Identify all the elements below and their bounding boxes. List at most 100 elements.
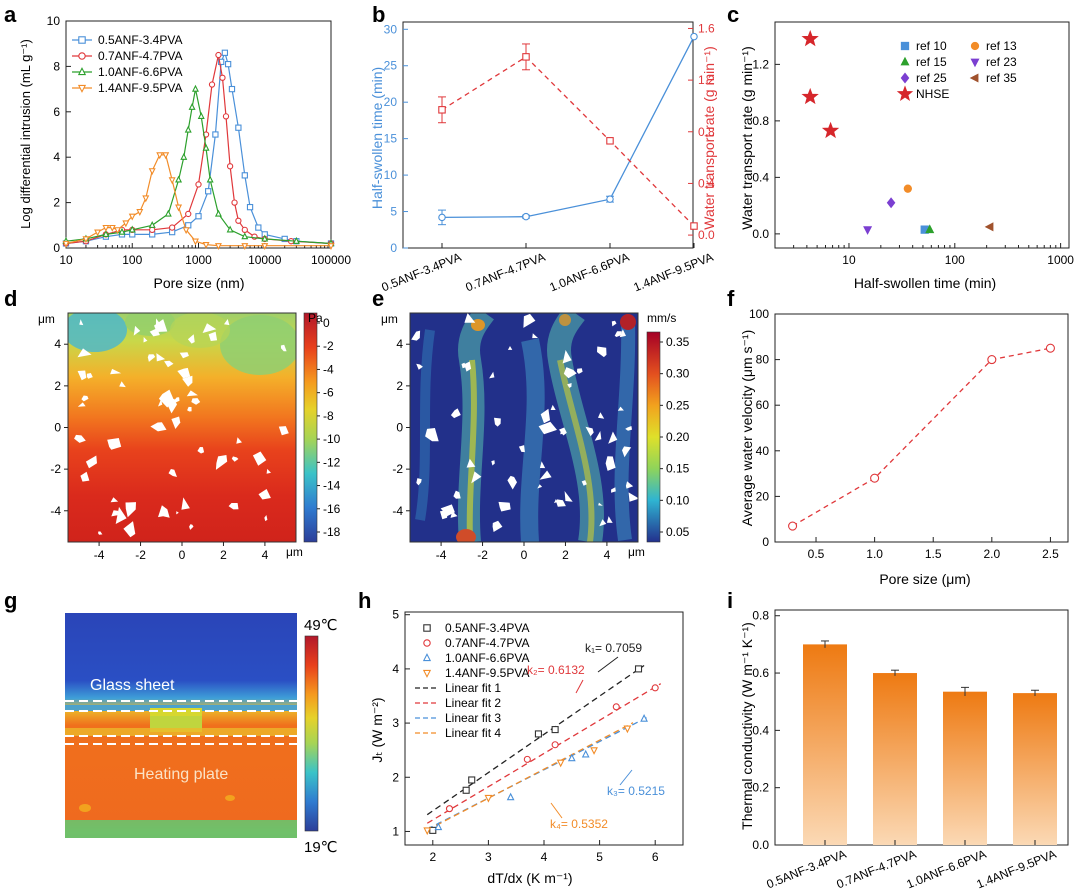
panel-d-pore bbox=[115, 506, 127, 524]
panel-d-pore bbox=[147, 354, 156, 362]
panel-e-colorbar bbox=[646, 331, 661, 543]
panel-a-point bbox=[188, 102, 196, 110]
panel-b-point bbox=[690, 222, 698, 230]
panel-e-pore bbox=[537, 484, 543, 489]
panel-h-arrow-k3 bbox=[619, 769, 633, 786]
panel-h-legend-marker bbox=[422, 669, 432, 678]
panel-a-point bbox=[215, 51, 222, 59]
panel-d-unit: Pa bbox=[308, 311, 323, 325]
panel-g-cbar-max: 49℃ bbox=[304, 617, 338, 634]
panel-d-pore bbox=[252, 451, 267, 466]
panel-h-annotation-k1: k₁= 0.7059 bbox=[585, 641, 642, 655]
panel-e-xtick-label: 2 bbox=[562, 548, 569, 562]
panel-a-point bbox=[62, 240, 70, 248]
panel-h-xlabel: dT/dx (K m⁻¹) bbox=[487, 870, 572, 886]
panel-d-pore bbox=[77, 402, 86, 407]
panel-h-xtick-label: 6 bbox=[652, 850, 659, 864]
panel-h-legend-marker bbox=[423, 624, 431, 632]
panel-h-point bbox=[551, 726, 559, 734]
panel-f-ytick-label: 40 bbox=[756, 444, 770, 458]
panel-d-pore bbox=[74, 434, 86, 443]
panel-a-point bbox=[202, 241, 210, 249]
panel-e-ytick-label: 0 bbox=[396, 421, 403, 435]
panel-b-ytick2-label: 1.2 bbox=[698, 73, 715, 87]
panel-e-pore bbox=[464, 361, 472, 372]
panel-e-ytick-label: 4 bbox=[396, 337, 403, 351]
panel-b-ytick2-label: 0.0 bbox=[698, 228, 715, 242]
panel-a-ytick-label: 6 bbox=[53, 105, 60, 119]
panel-h-ytick-label: 3 bbox=[392, 716, 399, 730]
panel-d-pore bbox=[156, 353, 166, 362]
panel-f-xtick-label: 1.0 bbox=[866, 547, 883, 561]
panel-a-point bbox=[292, 236, 300, 244]
panel-d-pore bbox=[187, 334, 195, 344]
panel-d-pore bbox=[167, 398, 177, 414]
panel-h-point bbox=[534, 730, 542, 738]
panel-d-cbar-label: -12 bbox=[323, 455, 341, 469]
panel-d-pores bbox=[74, 318, 289, 538]
panel-c-xtick-label: 1000 bbox=[1047, 253, 1074, 267]
panel-e-axis-unit-y: μm bbox=[381, 312, 398, 326]
panel-d-axis-unit-y: μm bbox=[38, 312, 55, 326]
plot-frame bbox=[774, 313, 1069, 543]
panel-e-cbar-label: 0.20 bbox=[666, 430, 690, 444]
panel-h-legend-marker bbox=[423, 639, 431, 647]
panel-d-cbar-label: -18 bbox=[323, 525, 341, 539]
panel-d-pore bbox=[264, 515, 268, 522]
panel-a-legend-label: 1.0ANF-6.6PVA bbox=[98, 65, 182, 79]
panel-a-series-line-3 bbox=[65, 154, 331, 247]
panel-a-point bbox=[202, 143, 210, 151]
panel-a-point bbox=[168, 177, 176, 185]
panel-h-arrow-k2 bbox=[575, 679, 584, 694]
panel-a-point bbox=[82, 236, 90, 244]
panel-f-ytick-label: 80 bbox=[756, 353, 770, 367]
panel-e-pore bbox=[605, 456, 616, 471]
panel-e-cbar-label: 0.10 bbox=[666, 493, 690, 507]
panel-c-point bbox=[886, 197, 896, 209]
panel-e-pore bbox=[622, 446, 632, 458]
panel-a-legend-label: 0.7ANF-4.7PVA bbox=[98, 49, 182, 63]
panel-letter-g: g bbox=[4, 588, 17, 613]
panel-f-ylabel: Average water velocity (μm s⁻¹) bbox=[739, 330, 755, 526]
panel-d-pore bbox=[110, 497, 119, 503]
panel-a-point bbox=[219, 74, 226, 81]
panel-a-point bbox=[214, 209, 222, 217]
panel-a-point bbox=[180, 152, 188, 160]
panel-a-point bbox=[205, 188, 212, 195]
panel-a-legend-marker bbox=[78, 36, 86, 44]
panel-d-ytick-label: -4 bbox=[50, 504, 61, 518]
panel-c-ylabel: Water transport rate (g min⁻¹) bbox=[739, 46, 755, 229]
panel-h-point bbox=[445, 805, 454, 813]
panel-letter-f: f bbox=[727, 286, 735, 311]
panel-a-point bbox=[327, 243, 335, 251]
panel-h-point bbox=[551, 741, 559, 749]
panel-a-point bbox=[142, 195, 150, 203]
panel-i-ytick-label: 0.2 bbox=[752, 781, 769, 795]
panel-e-pore bbox=[518, 445, 525, 453]
panel-b-point bbox=[690, 32, 698, 41]
panel-a-ytick-label: 10 bbox=[47, 14, 61, 28]
panel-h-point bbox=[556, 759, 565, 768]
panel-a-point bbox=[226, 225, 234, 233]
panel-e-pore bbox=[532, 333, 538, 339]
panel-e-pore bbox=[564, 491, 573, 502]
panel-b-point bbox=[606, 195, 614, 203]
panel-c-legend-label: ref 15 bbox=[916, 55, 947, 69]
panel-b-point bbox=[438, 106, 446, 114]
panel-h-xtick-label: 3 bbox=[485, 850, 492, 864]
panel-d-pore bbox=[77, 348, 92, 358]
panel-d-pore bbox=[110, 368, 122, 375]
panel-d-colorbar bbox=[303, 312, 318, 543]
panel-a-ytick-label: 4 bbox=[53, 150, 60, 164]
panel-i-thermal-conductivity: Thermal conductivity (W m⁻¹ K⁻¹) 0.0 0.2 0… bbox=[739, 609, 1069, 891]
panel-e-cbar-label: 0.05 bbox=[666, 525, 690, 539]
panel-e-pore bbox=[466, 458, 476, 468]
panel-h-fit-line-3 bbox=[426, 722, 634, 831]
panel-a-point bbox=[114, 227, 122, 235]
panel-h-point bbox=[640, 714, 648, 722]
panel-d-xtick-label: 0 bbox=[179, 548, 186, 562]
panel-d-pore bbox=[133, 325, 141, 336]
panel-e-pore bbox=[581, 480, 587, 486]
